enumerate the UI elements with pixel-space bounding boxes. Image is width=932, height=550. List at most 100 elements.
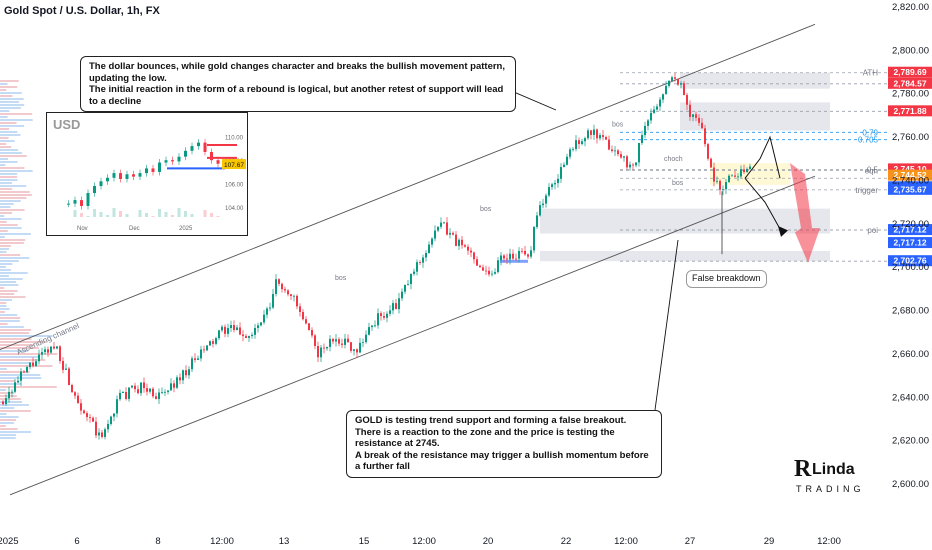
false-breakdown-label: False breakdown	[686, 270, 767, 288]
candle-body	[161, 392, 163, 393]
candle-body	[740, 169, 742, 177]
candle-body	[392, 303, 394, 311]
candle-body	[266, 308, 268, 315]
candle-body	[692, 114, 694, 117]
volume-profile-bar	[0, 245, 11, 247]
top-annotation: The dollar bounces, while gold changes c…	[80, 56, 516, 112]
volume-profile-bar	[0, 191, 30, 193]
volume-profile-bar	[0, 407, 15, 409]
candle-body	[116, 399, 118, 414]
candle-body	[326, 346, 328, 349]
candle-body	[20, 371, 22, 381]
candle-body	[332, 338, 334, 342]
candle-body	[482, 267, 484, 271]
candle-body	[725, 182, 727, 190]
candle-body	[227, 327, 229, 334]
candle-body	[506, 258, 508, 260]
price-tag	[888, 224, 932, 236]
volume-profile-bar	[0, 122, 17, 124]
candle-body	[53, 346, 55, 349]
volume-profile-bar	[0, 362, 32, 364]
candle-body	[680, 83, 682, 85]
candle-body	[98, 432, 100, 436]
volume-profile-bar	[0, 134, 21, 136]
candle-body	[344, 338, 346, 345]
volume-profile-bar	[0, 260, 19, 262]
volume-profile-bar	[0, 83, 8, 85]
candle-body	[281, 283, 283, 290]
volume-profile-bar	[0, 278, 23, 280]
inset-candle-body	[73, 200, 77, 204]
candle-body	[272, 293, 274, 308]
price-tag-label: 2,745.10	[893, 164, 926, 174]
candle-body	[179, 377, 181, 381]
volume-profile-bar	[0, 80, 19, 82]
candle-body	[158, 392, 160, 400]
inset-volume-bar	[158, 209, 161, 217]
volume-profile-bar	[0, 233, 31, 235]
inset-x-tick: Dec	[129, 226, 140, 232]
candle-body	[449, 232, 451, 235]
inset-volume-bar	[86, 216, 90, 217]
candle-body	[50, 346, 52, 353]
candle-body	[236, 327, 238, 331]
volume-profile-bar	[0, 284, 19, 286]
candle-body	[338, 339, 340, 344]
level-label: eqh	[865, 167, 878, 176]
inset-candle-body	[171, 160, 174, 162]
price-tag-label: 2,771.88	[893, 106, 926, 116]
inset-volume-bar	[99, 212, 103, 217]
inset-candle-body	[112, 173, 116, 178]
volume-profile-bar	[0, 368, 7, 370]
volume-profile-bar	[0, 437, 16, 439]
volume-profile-bar	[0, 173, 18, 175]
candle-body	[665, 85, 667, 95]
volume-profile-bar	[0, 353, 58, 355]
inset-y-tick: 104.00	[225, 206, 244, 212]
volume-profile-bar	[0, 338, 32, 340]
candle-body	[404, 284, 406, 292]
candle-body	[560, 167, 562, 179]
volume-profile-bar	[0, 422, 14, 424]
candle-body	[356, 349, 358, 353]
candle-body	[14, 382, 16, 392]
candle-body	[140, 382, 142, 394]
inset-last-value: 107.67	[224, 162, 244, 169]
structure-label: bos	[335, 275, 347, 282]
candle-body	[689, 104, 691, 117]
candle-body	[5, 398, 7, 405]
candle-body	[542, 203, 544, 206]
brand-logo: R Linda TRADING	[790, 452, 870, 498]
x-axis-tick: 29	[764, 536, 775, 547]
volume-profile-bar	[0, 206, 11, 208]
volume-profile-bar	[0, 209, 25, 211]
candle-body	[101, 432, 103, 437]
inset-candle-body	[210, 151, 213, 161]
inset-volume-bar	[80, 213, 83, 217]
volume-profile-bar	[0, 347, 39, 349]
candle-body	[722, 189, 724, 191]
inset-candle-body	[93, 186, 96, 194]
candle-body	[530, 250, 532, 257]
price-zone	[680, 72, 830, 89]
candle-body	[317, 346, 319, 358]
candle-body	[263, 314, 265, 323]
structure-label: bos	[612, 121, 624, 128]
volume-profile-bar	[0, 344, 34, 346]
candle-body	[653, 109, 655, 113]
candle-body	[554, 183, 556, 185]
candle-body	[350, 342, 352, 351]
volume-profile-bar	[0, 218, 22, 220]
candle-body	[131, 385, 133, 388]
candle-body	[584, 138, 586, 142]
inset-candle-body	[190, 146, 194, 151]
volume-profile-bar	[0, 149, 19, 151]
inset-volume-bar	[184, 211, 187, 217]
volume-profile-bar	[0, 341, 48, 343]
candle-body	[461, 239, 463, 246]
volume-profile-bar	[0, 92, 22, 94]
candle-body	[71, 385, 73, 393]
price-zone	[540, 250, 830, 262]
volume-profile-bar	[0, 311, 5, 313]
